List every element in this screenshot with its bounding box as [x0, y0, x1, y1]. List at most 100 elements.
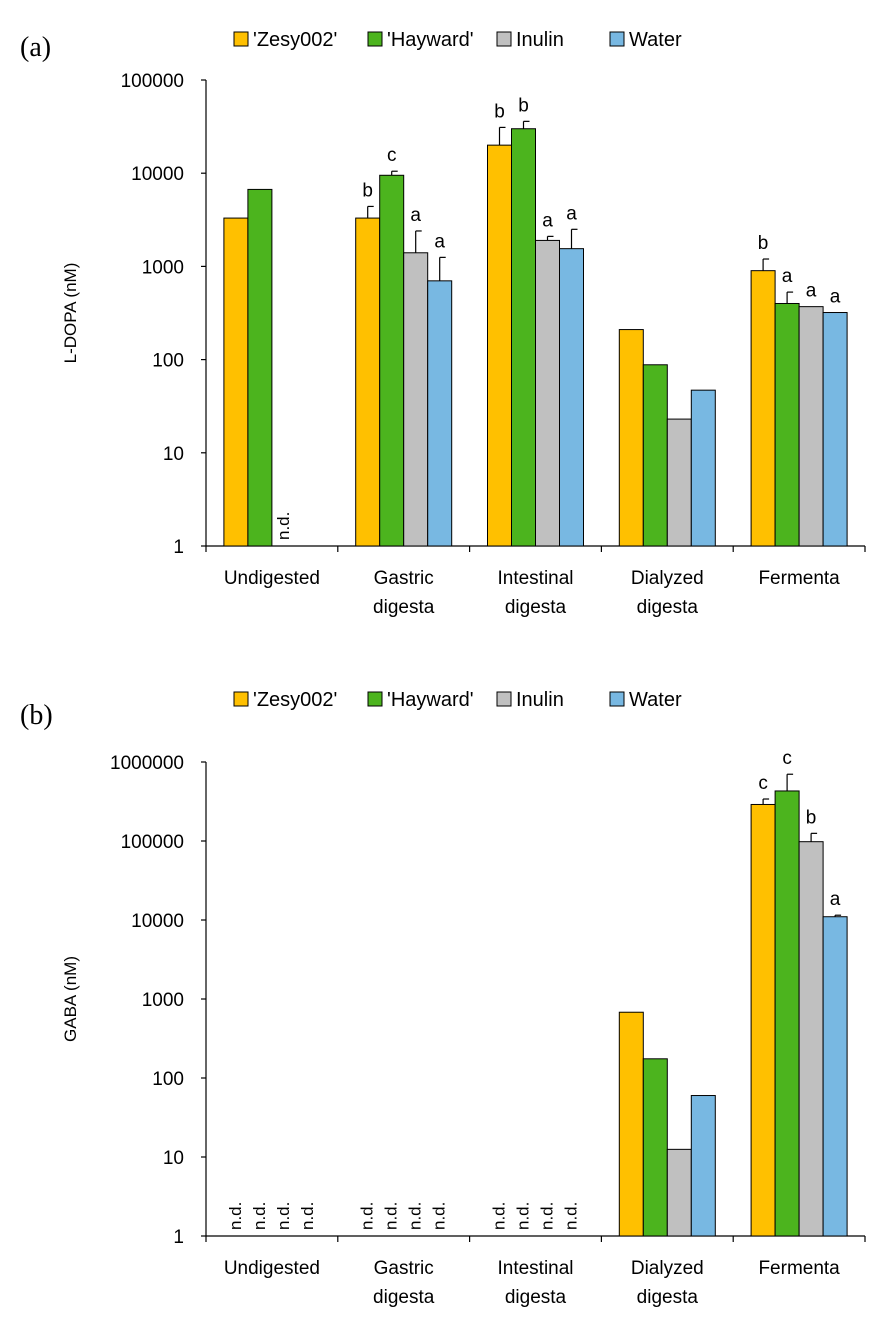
y-tick-label: 10000: [131, 164, 184, 185]
x-tick-label-intestinal-digesta: digesta: [505, 1287, 567, 1308]
significance-letter: a: [410, 205, 421, 226]
legend-swatch-zesy002: [233, 691, 249, 707]
significance-letter: c: [758, 773, 768, 794]
not-detected-label: n.d.: [562, 1202, 581, 1230]
x-tick-label-intestinal-digesta: Intestinal: [497, 568, 573, 589]
y-tick-label: 10000: [131, 911, 184, 932]
l-dopa-chart: (a) 'Zesy002' 'Hayward' Inulin Water L-DOPA (…: [20, 29, 866, 618]
bar-inulin-4: [666, 418, 692, 547]
y-tick-label: 100: [152, 1069, 184, 1090]
bar-water-5: [822, 916, 848, 1237]
legend-swatch-water: [609, 31, 625, 47]
bar-zesy002-3: [487, 144, 512, 547]
bar-water-2: [427, 280, 453, 547]
legend-label-zesy002: 'Zesy002': [253, 689, 337, 711]
legend-label-inulin: Inulin: [516, 29, 564, 51]
y-tick-label: 1000: [142, 257, 184, 278]
y-tick-label: 100000: [121, 832, 184, 853]
bar-hayward-3: [511, 128, 536, 547]
not-detected-label: n.d.: [250, 1202, 269, 1230]
bar-zesy002-5: [750, 270, 776, 547]
bar-zesy002-5: [750, 803, 776, 1237]
bar-hayward-2: [379, 174, 405, 547]
panel-label: (a): [20, 32, 51, 63]
bar-hayward-1: [247, 188, 273, 547]
significance-letter: b: [362, 180, 373, 201]
bar-inulin-2: [403, 252, 429, 547]
x-tick-label-gastric-digesta: Gastric: [374, 568, 434, 589]
x-tick-label-dialyzed-digesta: Dialyzed: [631, 1258, 704, 1279]
bar-zesy002-1: [223, 217, 249, 547]
legend-swatch-inulin: [496, 31, 512, 47]
x-tick-label-intestinal-digesta: digesta: [505, 597, 567, 618]
bar-hayward-5: [774, 790, 800, 1237]
x-tick-label-fermenta: Fermenta: [758, 1258, 840, 1279]
significance-letter: b: [518, 95, 529, 116]
bar-inulin-5: [798, 841, 824, 1237]
legend-label-hayward: 'Hayward': [387, 29, 474, 51]
legend-label-water: Water: [629, 689, 682, 711]
x-tick-label-gastric-digesta: Gastric: [374, 1258, 434, 1279]
not-detected-label: n.d.: [298, 1202, 317, 1230]
gaba-chart: (b) 'Zesy002' 'Hayward' Inulin Water GABA (nM…: [20, 689, 866, 1308]
significance-letter: c: [782, 748, 792, 769]
y-axis-label: GABA (nM): [61, 956, 80, 1042]
y-tick-label: 100000: [121, 71, 184, 92]
y-tick-label: 10: [163, 444, 184, 465]
legend-label-inulin: Inulin: [516, 689, 564, 711]
panel-label: (b): [20, 700, 53, 731]
bar-inulin-3: [535, 239, 560, 547]
bar-zesy002-4: [618, 1011, 644, 1237]
legend-label-water: Water: [629, 29, 682, 51]
legend-label-zesy002: 'Zesy002': [253, 29, 337, 51]
significance-letter: a: [806, 281, 817, 302]
not-detected-label: n.d.: [406, 1202, 425, 1230]
y-tick-label: 1: [173, 537, 184, 558]
bar-zesy002-2: [355, 217, 381, 547]
x-tick-label-gastric-digesta: digesta: [373, 597, 435, 618]
not-detected-label: n.d.: [382, 1202, 401, 1230]
x-tick-label-fermenta: Fermenta: [758, 568, 840, 589]
bar-inulin-5: [798, 306, 824, 547]
significance-letter: a: [782, 266, 793, 287]
bar-hayward-4: [642, 364, 668, 547]
significance-letter: b: [758, 233, 769, 254]
legend-swatch-inulin: [496, 691, 512, 707]
significance-letter: b: [806, 807, 817, 828]
bar-hayward-5: [774, 302, 800, 547]
x-tick-label-gastric-digesta: digesta: [373, 1287, 435, 1308]
significance-letter: c: [387, 145, 397, 166]
legend-swatch-hayward: [367, 691, 383, 707]
chart-panel-b: (b) 'Zesy002' 'Hayward' Inulin Water GABA (nM…: [0, 660, 893, 1326]
legend-swatch-water: [609, 691, 625, 707]
not-detected-label: n.d.: [358, 1202, 377, 1230]
significance-letter: a: [830, 287, 841, 308]
legend-swatch-hayward: [367, 31, 383, 47]
significance-letter: a: [542, 210, 553, 231]
chart-panel-a: (a) 'Zesy002' 'Hayward' Inulin Water L-DOPA (…: [0, 0, 893, 640]
x-tick-label-undigested: Undigested: [224, 568, 320, 589]
bar-water-4: [690, 1095, 716, 1237]
not-detected-label: n.d.: [274, 512, 293, 540]
legend-label-hayward: 'Hayward': [387, 689, 474, 711]
significance-letter: a: [566, 203, 577, 224]
x-tick-label-dialyzed-digesta: digesta: [637, 597, 699, 618]
not-detected-label: n.d.: [430, 1202, 449, 1230]
not-detected-label: n.d.: [490, 1202, 509, 1230]
significance-letter: b: [494, 101, 505, 122]
y-tick-label: 1000000: [110, 753, 184, 774]
legend-swatch-zesy002: [233, 31, 249, 47]
y-tick-label: 1000: [142, 990, 184, 1011]
significance-letter: a: [434, 231, 445, 252]
y-tick-label: 1: [173, 1227, 184, 1248]
not-detected-label: n.d.: [274, 1202, 293, 1230]
x-tick-label-dialyzed-digesta: digesta: [637, 1287, 699, 1308]
significance-letter: a: [830, 889, 841, 910]
y-tick-label: 100: [152, 351, 184, 372]
bar-water-3: [559, 248, 584, 547]
not-detected-label: n.d.: [226, 1202, 245, 1230]
y-axis-label: L-DOPA (nM): [61, 263, 80, 364]
x-tick-label-undigested: Undigested: [224, 1258, 320, 1279]
bar-water-4: [690, 389, 716, 547]
bar-inulin-4: [666, 1148, 692, 1237]
